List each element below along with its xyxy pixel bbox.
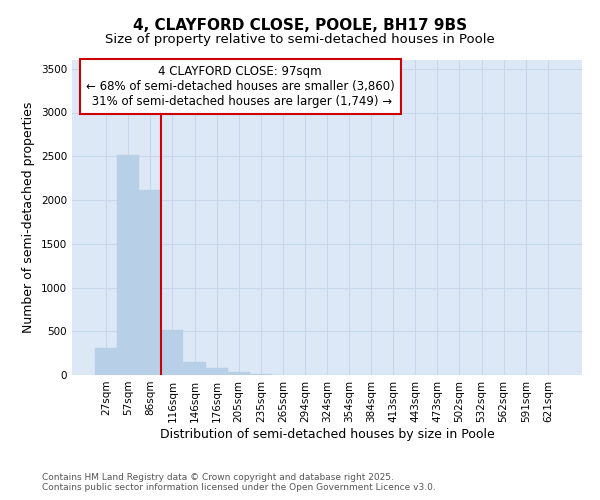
- Text: 4 CLAYFORD CLOSE: 97sqm
← 68% of semi-detached houses are smaller (3,860)
 31% o: 4 CLAYFORD CLOSE: 97sqm ← 68% of semi-de…: [86, 64, 395, 108]
- Text: Size of property relative to semi-detached houses in Poole: Size of property relative to semi-detach…: [105, 32, 495, 46]
- Bar: [95, 348, 117, 375]
- Text: 4, CLAYFORD CLOSE, POOLE, BH17 9BS: 4, CLAYFORD CLOSE, POOLE, BH17 9BS: [133, 18, 467, 32]
- Bar: [117, 154, 139, 375]
- Bar: [139, 190, 161, 375]
- Bar: [161, 330, 184, 375]
- Bar: [184, 362, 206, 375]
- Bar: [227, 372, 250, 375]
- X-axis label: Distribution of semi-detached houses by size in Poole: Distribution of semi-detached houses by …: [160, 428, 494, 440]
- Bar: [206, 368, 227, 375]
- Y-axis label: Number of semi-detached properties: Number of semi-detached properties: [22, 102, 35, 333]
- Bar: [250, 374, 272, 375]
- Text: Contains HM Land Registry data © Crown copyright and database right 2025.
Contai: Contains HM Land Registry data © Crown c…: [42, 473, 436, 492]
